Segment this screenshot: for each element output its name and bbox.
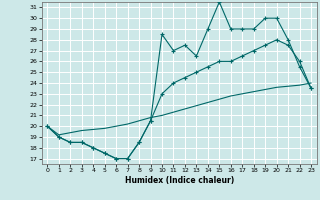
X-axis label: Humidex (Indice chaleur): Humidex (Indice chaleur) bbox=[124, 176, 234, 185]
